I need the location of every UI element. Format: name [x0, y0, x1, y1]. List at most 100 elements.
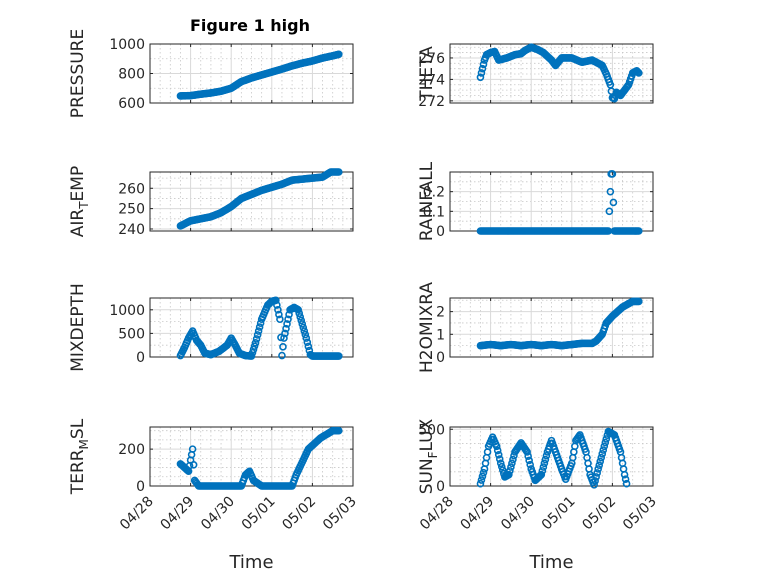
data-point [298, 320, 307, 328]
data-point [497, 462, 506, 471]
axes-box [449, 43, 654, 104]
subplot-1: 600 800 1000 PRESSURE [68, 29, 354, 118]
data-point [281, 329, 289, 338]
data-point [304, 342, 313, 351]
y-axis-label: THETA [417, 46, 437, 102]
data-point [300, 327, 309, 335]
data-point [189, 460, 198, 469]
data-point [523, 448, 531, 456]
data-point [247, 352, 256, 360]
data-point [601, 438, 610, 447]
data-point [280, 334, 288, 342]
y-tick-label: 500 [118, 326, 145, 342]
data-series [176, 296, 343, 360]
data-point [591, 477, 599, 485]
data-point [495, 455, 504, 463]
y-axis-label: SUNFLUX [417, 418, 440, 494]
axes-box [449, 426, 654, 487]
data-point [478, 64, 487, 73]
data-point [605, 207, 614, 216]
y-tick-label: 200 [118, 442, 145, 458]
data-point [284, 315, 292, 324]
data-point [542, 451, 551, 460]
y-tick-label: 1 [436, 327, 445, 343]
data-point [508, 459, 516, 468]
y-axis-label-main: SUN [417, 458, 437, 494]
y-axis-label: RAINFALL [417, 161, 437, 241]
data-point [477, 69, 486, 77]
data-point [592, 473, 600, 481]
y-axis-label: AIRTEMP [68, 166, 91, 237]
y-axis-label-main: THETA [417, 46, 437, 102]
data-point [295, 309, 304, 318]
x-axis-label: Time [528, 552, 573, 573]
data-point [524, 452, 532, 461]
x-tick-label: 04/29 [458, 494, 498, 534]
data-point [296, 313, 305, 321]
data-point [507, 463, 515, 471]
data-point [273, 301, 281, 309]
y-tick-label: 1000 [109, 303, 145, 319]
data-point [188, 445, 197, 453]
data-point [594, 465, 602, 473]
data-point [634, 227, 643, 235]
y-axis-label-main: AIR [68, 209, 88, 238]
data-point [526, 460, 534, 469]
y-tick-label: 0.1 [423, 204, 445, 220]
figure-title: Figure 1 high [190, 16, 310, 35]
y-tick-label: 260 [118, 181, 145, 197]
data-point [606, 187, 615, 196]
data-point [478, 472, 487, 481]
data-point [277, 333, 285, 342]
y-axis-label: TERRMSL [68, 418, 91, 495]
data-point [593, 469, 601, 477]
y-axis-label-rest: EMP [68, 166, 88, 202]
x-tick-label: 05/02 [279, 494, 319, 534]
data-series [176, 50, 343, 100]
data-point [303, 338, 312, 347]
x-tick-label: 05/03 [320, 494, 360, 534]
y-tick-label: 0 [436, 350, 445, 366]
data-point [599, 446, 608, 454]
data-point [479, 60, 488, 69]
data-point [597, 331, 606, 340]
data-point [541, 455, 550, 464]
y-tick-label: 500 [418, 422, 445, 438]
y-axis-label-main: MIXDEPTH [68, 283, 88, 372]
data-point [274, 305, 282, 314]
data-point [498, 466, 507, 474]
data-point [302, 334, 311, 342]
data-point [476, 479, 485, 488]
data-point [590, 481, 598, 489]
y-tick-label: 2 [436, 305, 445, 321]
data-point [297, 316, 306, 325]
data-point [539, 463, 548, 471]
x-tick-label: 05/01 [239, 494, 279, 534]
data-point [255, 323, 264, 331]
data-series [476, 297, 643, 350]
data-point [538, 467, 547, 475]
y-tick-label: 1000 [109, 37, 145, 53]
data-point [540, 459, 549, 468]
data-series [476, 170, 643, 235]
data-point [602, 435, 611, 443]
y-tick-label: 240 [118, 222, 145, 238]
x-tick-label: 05/02 [579, 494, 619, 534]
data-point [249, 345, 258, 354]
y-tick-label: 0 [436, 224, 445, 240]
data-point [622, 479, 631, 488]
data-point [276, 315, 284, 324]
data-series [176, 426, 343, 490]
y-tick-label: 800 [118, 67, 145, 83]
data-point [493, 446, 502, 455]
data-point [621, 475, 630, 483]
x-tick-label: 04/28 [417, 494, 457, 534]
y-axis-label-subscript: M [77, 439, 91, 449]
data-point [334, 426, 343, 435]
subplot-3: 240 250 260 AIRTEMP [68, 166, 354, 238]
data-point [299, 323, 308, 332]
x-tick-label: 05/03 [620, 494, 660, 534]
data-point [250, 342, 259, 350]
data-point [608, 170, 617, 178]
